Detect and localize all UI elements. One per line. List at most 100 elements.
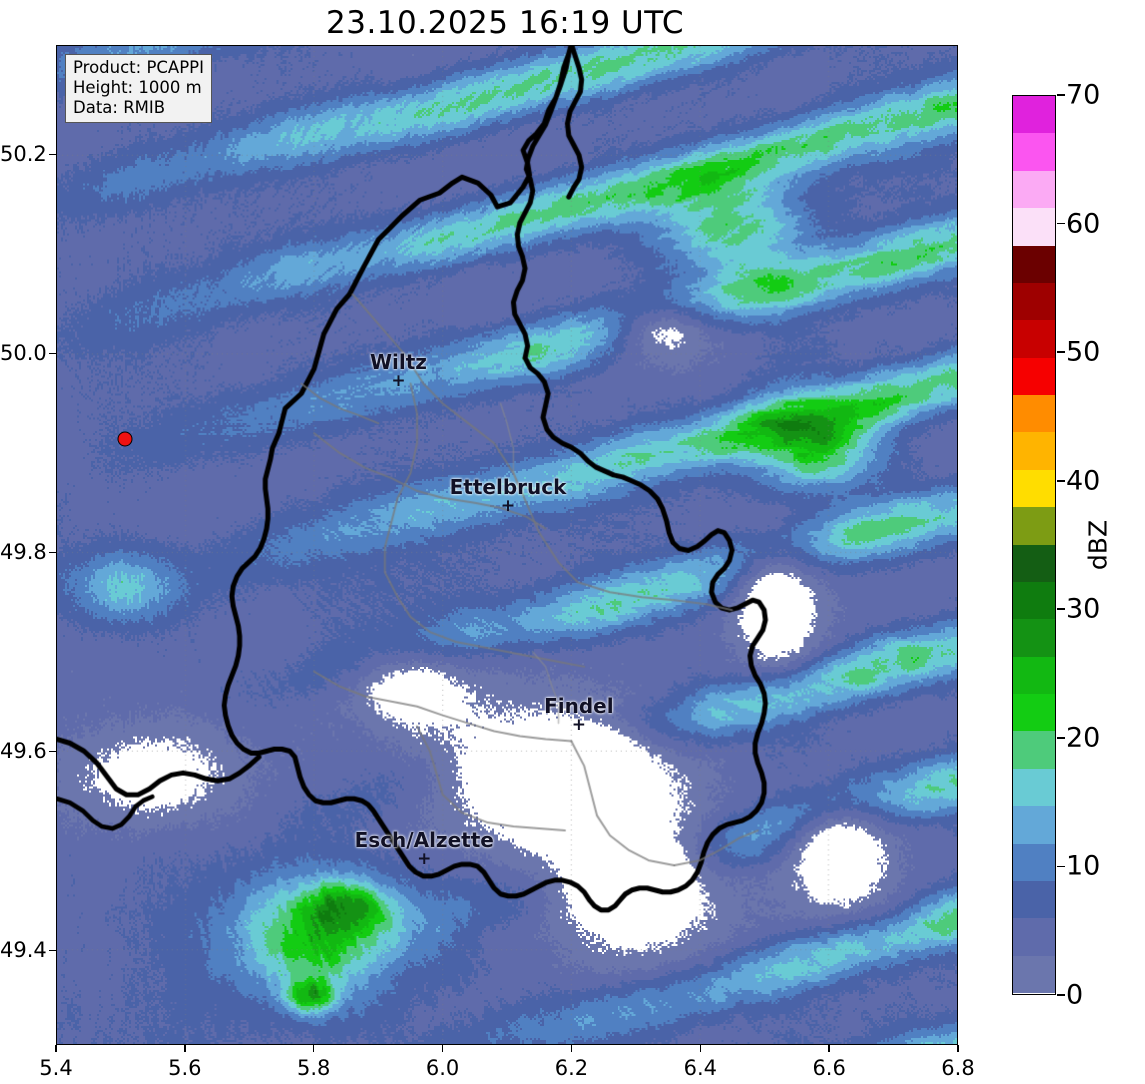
x-axis-label: 6.6 bbox=[812, 1056, 846, 1080]
x-axis-label: 6.4 bbox=[683, 1056, 717, 1080]
city-marker-plus-icon: + bbox=[500, 495, 516, 516]
y-axis-label: 49.8 bbox=[0, 540, 47, 565]
x-axis-tick bbox=[184, 1045, 186, 1052]
x-axis-tick bbox=[55, 1045, 57, 1052]
colorbar-band bbox=[1013, 451, 1055, 470]
colorbar-tick bbox=[1057, 994, 1065, 996]
y-axis-tick bbox=[49, 551, 56, 554]
colorbar-band bbox=[1013, 282, 1055, 302]
colorbar-tick-label: 70 bbox=[1066, 79, 1101, 111]
product-info-box: Product: PCAPPI Height: 1000 m Data: RMI… bbox=[65, 54, 212, 123]
colorbar-tick bbox=[1057, 608, 1065, 611]
x-axis-label: 6.0 bbox=[425, 1056, 460, 1080]
colorbar-band bbox=[1013, 264, 1055, 283]
colorbar-tick-label: 30 bbox=[1066, 593, 1101, 625]
colorbar-tick bbox=[1057, 222, 1065, 225]
colorbar-band bbox=[1013, 413, 1055, 433]
colorbar bbox=[1012, 95, 1056, 995]
page-title: 23.10.2025 16:19 UTC bbox=[326, 5, 684, 41]
colorbar-band bbox=[1013, 787, 1055, 807]
colorbar-band bbox=[1013, 974, 1055, 993]
city-marker-plus-icon: + bbox=[391, 371, 406, 392]
colorbar-band bbox=[1013, 114, 1055, 134]
colorbar-band bbox=[1013, 563, 1055, 582]
x-axis-tick bbox=[313, 1045, 315, 1052]
colorbar-band bbox=[1013, 843, 1055, 863]
colorbar-band bbox=[1013, 936, 1055, 956]
colorbar-tick-label: 20 bbox=[1066, 722, 1101, 754]
x-axis-label: 6.2 bbox=[554, 1056, 589, 1080]
colorbar-band bbox=[1013, 899, 1055, 919]
colorbar-band bbox=[1013, 862, 1055, 881]
city-label-ettelbruck: Ettelbruck + bbox=[449, 474, 567, 516]
colorbar-band bbox=[1013, 768, 1055, 788]
y-axis-tick bbox=[49, 352, 56, 355]
colorbar-band bbox=[1013, 824, 1055, 844]
city-label-wiltz: Wiltz + bbox=[370, 350, 427, 392]
radar-plot-area: Product: PCAPPI Height: 1000 m Data: RMI… bbox=[56, 45, 958, 1045]
colorbar-band bbox=[1013, 619, 1055, 638]
colorbar-band bbox=[1013, 152, 1055, 171]
colorbar-band bbox=[1013, 395, 1055, 414]
colorbar-band bbox=[1013, 488, 1055, 508]
colorbar-tick bbox=[1057, 479, 1065, 482]
y-axis-tick bbox=[49, 949, 56, 952]
x-axis-tick bbox=[570, 1045, 573, 1052]
x-axis-label: 5.6 bbox=[168, 1056, 202, 1080]
colorbar-band bbox=[1013, 750, 1055, 769]
colorbar-band bbox=[1013, 675, 1055, 694]
info-product: Product: PCAPPI bbox=[73, 58, 204, 77]
colorbar-band bbox=[1013, 600, 1055, 620]
x-axis-tick bbox=[699, 1045, 701, 1052]
colorbar-band bbox=[1013, 301, 1055, 321]
colorbar-tick-label: 0 bbox=[1066, 979, 1084, 1011]
colorbar-band bbox=[1013, 712, 1055, 732]
colorbar-band bbox=[1013, 731, 1055, 751]
colorbar-band bbox=[1013, 189, 1055, 209]
y-axis-label: 49.4 bbox=[0, 938, 47, 963]
colorbar-band bbox=[1013, 376, 1055, 395]
city-label-esch-alzette: Esch/Alzette + bbox=[354, 827, 494, 869]
colorbar-band bbox=[1013, 955, 1055, 975]
y-axis-tick bbox=[49, 153, 56, 156]
colorbar-band bbox=[1013, 133, 1055, 153]
city-name: Ettelbruck bbox=[449, 474, 567, 499]
y-axis-tick bbox=[49, 750, 56, 753]
colorbar-band bbox=[1013, 637, 1055, 657]
colorbar-tick bbox=[1057, 737, 1065, 739]
colorbar-band bbox=[1013, 918, 1055, 937]
colorbar-tick-label: 60 bbox=[1066, 208, 1101, 240]
colorbar-band bbox=[1013, 507, 1055, 526]
colorbar-title: dBZ bbox=[1083, 519, 1113, 571]
y-axis-label: 50.2 bbox=[0, 142, 47, 167]
colorbar-band bbox=[1013, 338, 1055, 358]
x-axis-tick bbox=[957, 1045, 959, 1052]
city-marker-plus-icon: + bbox=[417, 848, 432, 869]
map-borders-overlay bbox=[57, 46, 957, 1044]
colorbar-tick-label: 40 bbox=[1066, 465, 1101, 497]
colorbar-band bbox=[1013, 320, 1055, 339]
x-axis-label: 5.4 bbox=[39, 1056, 73, 1080]
x-axis-tick bbox=[441, 1045, 444, 1052]
colorbar-band bbox=[1013, 96, 1055, 115]
city-marker-plus-icon: + bbox=[571, 714, 586, 735]
colorbar-tick bbox=[1057, 94, 1065, 96]
x-axis-label: 5.8 bbox=[297, 1056, 331, 1080]
colorbar-band bbox=[1013, 208, 1055, 227]
y-axis-label: 50.0 bbox=[0, 341, 47, 366]
info-data: Data: RMIB bbox=[73, 98, 166, 117]
colorbar-band bbox=[1013, 432, 1055, 452]
info-height: Height: 1000 m bbox=[73, 78, 202, 97]
city-name: Esch/Alzette bbox=[354, 827, 494, 852]
city-name: Findel bbox=[544, 693, 614, 718]
city-label-findel: Findel + bbox=[544, 693, 614, 735]
y-axis-label: 49.6 bbox=[0, 739, 47, 764]
colorbar-tick bbox=[1057, 351, 1065, 353]
x-axis-label: 6.8 bbox=[941, 1056, 975, 1080]
colorbar-band bbox=[1013, 544, 1055, 564]
colorbar-tick-label: 10 bbox=[1066, 850, 1101, 882]
colorbar-band bbox=[1013, 694, 1055, 713]
colorbar-band bbox=[1013, 245, 1055, 265]
colorbar-band bbox=[1013, 469, 1055, 489]
x-axis-tick bbox=[828, 1045, 830, 1052]
